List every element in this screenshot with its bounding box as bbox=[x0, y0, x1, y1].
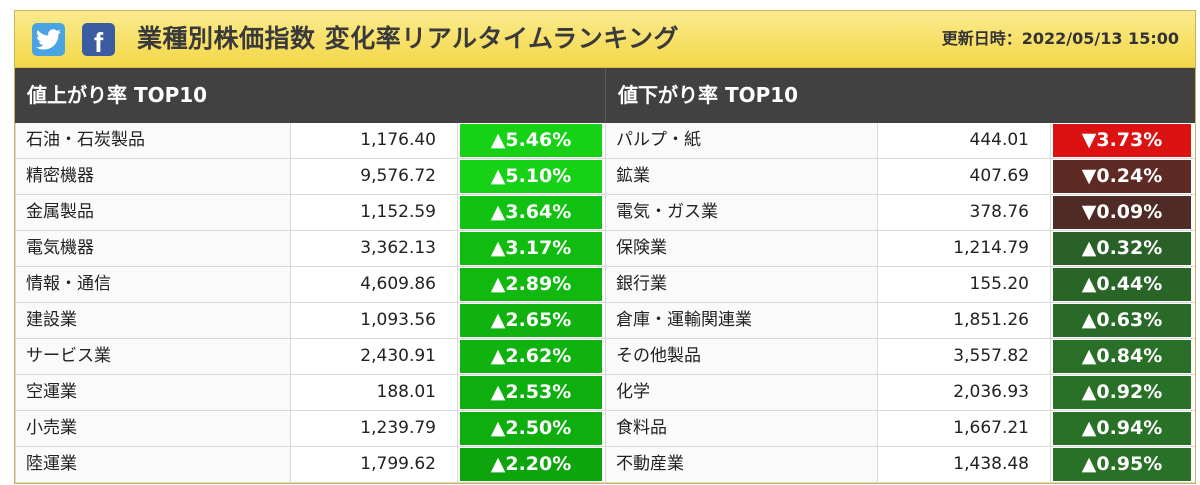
index-value: 1,176.40 bbox=[291, 123, 458, 158]
index-value: 1,667.21 bbox=[878, 411, 1051, 446]
index-value: 1,438.48 bbox=[878, 447, 1051, 482]
table-row: 情報・通信 4,609.86 ▲2.89% bbox=[15, 267, 605, 303]
sector-name: 保険業 bbox=[605, 231, 878, 266]
index-value: 188.01 bbox=[291, 375, 458, 410]
sector-name: 小売業 bbox=[15, 411, 291, 446]
page-title: 業種別株価指数 変化率リアルタイムランキング bbox=[137, 24, 679, 53]
index-value: 444.01 bbox=[878, 123, 1051, 158]
sector-name: 銀行業 bbox=[605, 267, 878, 302]
change-rate-badge: ▲0.92% bbox=[1053, 376, 1191, 409]
index-value: 2,430.91 bbox=[291, 339, 458, 374]
change-rate-badge: ▲3.64% bbox=[460, 196, 602, 229]
table-row: 電気機器 3,362.13 ▲3.17% bbox=[15, 231, 605, 267]
table-row: 不動産業 1,438.48 ▲0.95% bbox=[605, 447, 1195, 483]
losers-table: パルプ・紙 444.01 ▼3.73% 鉱業 407.69 ▼0.24% 電気・ガス業 378… bbox=[605, 123, 1195, 483]
change-rate-badge: ▲0.63% bbox=[1053, 304, 1191, 337]
sector-name: 電気・ガス業 bbox=[605, 195, 878, 230]
table-row: 精密機器 9,576.72 ▲5.10% bbox=[15, 159, 605, 195]
sector-name: 金属製品 bbox=[15, 195, 291, 230]
table-row: 電気・ガス業 378.76 ▼0.09% bbox=[605, 195, 1195, 231]
table-row: 保険業 1,214.79 ▲0.32% bbox=[605, 231, 1195, 267]
table-row: その他製品 3,557.82 ▲0.84% bbox=[605, 339, 1195, 375]
gainers-table: 石油・石炭製品 1,176.40 ▲5.46% 精密機器 9,576.72 ▲5.10% 金… bbox=[15, 123, 605, 483]
losers-panel: 値下がり率 TOP10 パルプ・紙 444.01 ▼3.73% 鉱業 407.69 ▼0.… bbox=[605, 68, 1195, 483]
gainers-heading: 値上がり率 TOP10 bbox=[15, 68, 605, 123]
sector-name: 電気機器 bbox=[15, 231, 291, 266]
table-row: 鉱業 407.69 ▼0.24% bbox=[605, 159, 1195, 195]
twitter-bird-icon bbox=[36, 29, 61, 50]
index-value: 1,214.79 bbox=[878, 231, 1051, 266]
facebook-f-icon: f bbox=[93, 27, 104, 58]
table-row: 小売業 1,239.79 ▲2.50% bbox=[15, 411, 605, 447]
sector-name: サービス業 bbox=[15, 339, 291, 374]
sector-name: 鉱業 bbox=[605, 159, 878, 194]
index-value: 1,851.26 bbox=[878, 303, 1051, 338]
table-row: 陸運業 1,799.62 ▲2.20% bbox=[15, 447, 605, 483]
twitter-share-button[interactable] bbox=[32, 23, 65, 56]
sector-name: 化学 bbox=[605, 375, 878, 410]
change-rate-badge: ▲2.62% bbox=[460, 340, 602, 373]
change-rate-badge: ▲3.17% bbox=[460, 232, 602, 265]
index-value: 1,093.56 bbox=[291, 303, 458, 338]
sector-name: 建設業 bbox=[15, 303, 291, 338]
change-rate-badge: ▲0.44% bbox=[1053, 268, 1191, 301]
change-rate-badge: ▲2.65% bbox=[460, 304, 602, 337]
change-rate-badge: ▲2.53% bbox=[460, 376, 602, 409]
index-value: 3,557.82 bbox=[878, 339, 1051, 374]
index-value: 1,152.59 bbox=[291, 195, 458, 230]
losers-heading: 値下がり率 TOP10 bbox=[605, 68, 1195, 123]
change-rate-badge: ▼0.24% bbox=[1053, 160, 1191, 193]
table-row: 倉庫・運輸関連業 1,851.26 ▲0.63% bbox=[605, 303, 1195, 339]
change-rate-badge: ▲0.32% bbox=[1053, 232, 1191, 265]
change-rate-badge: ▲2.50% bbox=[460, 412, 602, 445]
sector-name: 食料品 bbox=[605, 411, 878, 446]
table-row: 金属製品 1,152.59 ▲3.64% bbox=[15, 195, 605, 231]
index-value: 3,362.13 bbox=[291, 231, 458, 266]
sector-name: 精密機器 bbox=[15, 159, 291, 194]
table-row: サービス業 2,430.91 ▲2.62% bbox=[15, 339, 605, 375]
facebook-share-button[interactable]: f bbox=[82, 23, 115, 58]
index-value: 1,239.79 bbox=[291, 411, 458, 446]
sector-name: 陸運業 bbox=[15, 447, 291, 482]
sector-name: 情報・通信 bbox=[15, 267, 291, 302]
change-rate-badge: ▲0.94% bbox=[1053, 412, 1191, 445]
table-row: 石油・石炭製品 1,176.40 ▲5.46% bbox=[15, 123, 605, 159]
table-row: 空運業 188.01 ▲2.53% bbox=[15, 375, 605, 411]
table-row: 銀行業 155.20 ▲0.44% bbox=[605, 267, 1195, 303]
change-rate-badge: ▼0.09% bbox=[1053, 196, 1191, 229]
index-value: 4,609.86 bbox=[291, 267, 458, 302]
change-rate-badge: ▼3.73% bbox=[1053, 124, 1191, 157]
sector-name: その他製品 bbox=[605, 339, 878, 374]
change-rate-badge: ▲2.89% bbox=[460, 268, 602, 301]
sector-name: 不動産業 bbox=[605, 447, 878, 482]
index-value: 155.20 bbox=[878, 267, 1051, 302]
table-row: 建設業 1,093.56 ▲2.65% bbox=[15, 303, 605, 339]
index-value: 2,036.93 bbox=[878, 375, 1051, 410]
ranking-widget: f 業種別株価指数 変化率リアルタイムランキング 更新日時：2022/05/13… bbox=[14, 10, 1196, 484]
title-bar: f 業種別株価指数 変化率リアルタイムランキング 更新日時：2022/05/13… bbox=[15, 11, 1195, 68]
table-row: 食料品 1,667.21 ▲0.94% bbox=[605, 411, 1195, 447]
change-rate-badge: ▲2.20% bbox=[460, 448, 602, 481]
change-rate-badge: ▲5.46% bbox=[460, 124, 602, 157]
table-row: パルプ・紙 444.01 ▼3.73% bbox=[605, 123, 1195, 159]
updated-timestamp: 更新日時：2022/05/13 15:00 bbox=[941, 29, 1179, 48]
sector-name: パルプ・紙 bbox=[605, 123, 878, 158]
sector-name: 空運業 bbox=[15, 375, 291, 410]
index-value: 407.69 bbox=[878, 159, 1051, 194]
sector-name: 石油・石炭製品 bbox=[15, 123, 291, 158]
change-rate-badge: ▲0.95% bbox=[1053, 448, 1191, 481]
gainers-panel: 値上がり率 TOP10 石油・石炭製品 1,176.40 ▲5.46% 精密機器 9,5… bbox=[15, 68, 605, 483]
sector-name: 倉庫・運輸関連業 bbox=[605, 303, 878, 338]
index-value: 9,576.72 bbox=[291, 159, 458, 194]
change-rate-badge: ▲0.84% bbox=[1053, 340, 1191, 373]
index-value: 378.76 bbox=[878, 195, 1051, 230]
index-value: 1,799.62 bbox=[291, 447, 458, 482]
change-rate-badge: ▲5.10% bbox=[460, 160, 602, 193]
table-row: 化学 2,036.93 ▲0.92% bbox=[605, 375, 1195, 411]
